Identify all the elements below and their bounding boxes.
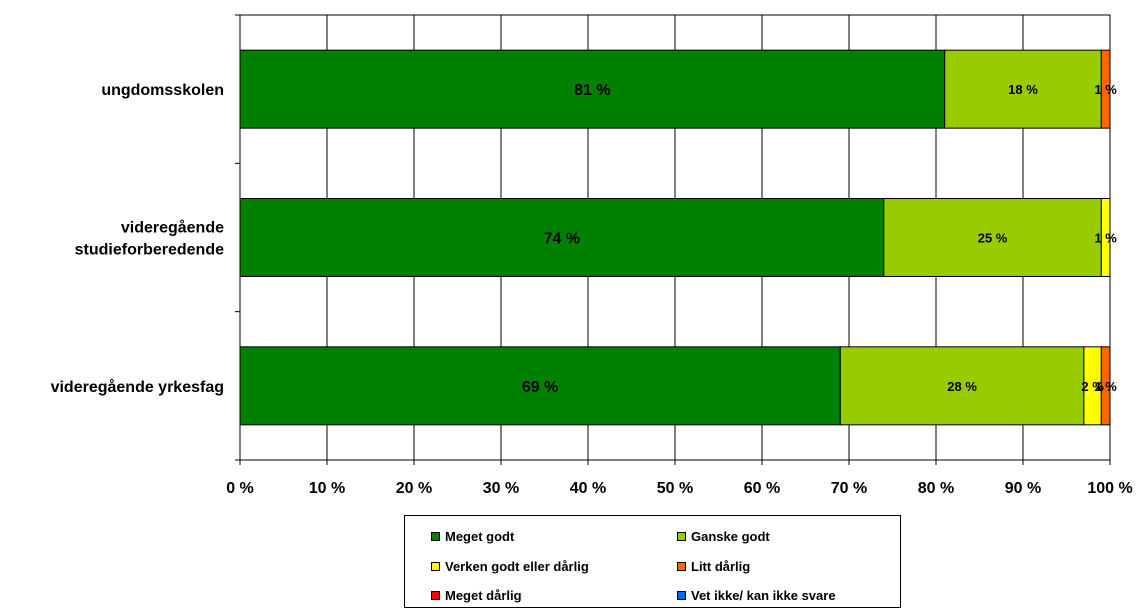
bar-segment xyxy=(1100,346,1111,426)
legend-swatch xyxy=(431,562,440,571)
x-tick-label: 30 % xyxy=(483,480,519,497)
legend-item: Vet ikke/ kan ikke svare xyxy=(677,588,836,603)
legend-swatch xyxy=(677,591,686,600)
category-label: videregående xyxy=(121,219,224,237)
data-label: 74 % xyxy=(544,231,580,248)
data-label: 1 % xyxy=(1094,379,1117,394)
x-tick-label: 60 % xyxy=(744,480,780,497)
x-tick-label: 20 % xyxy=(396,480,432,497)
data-label: 69 % xyxy=(522,379,558,396)
legend-label: Verken godt eller dårlig xyxy=(445,559,589,574)
data-label: 81 % xyxy=(574,82,610,99)
legend-item: Meget dårlig xyxy=(431,588,522,603)
legend-item: Verken godt eller dårlig xyxy=(431,559,589,574)
data-label: 18 % xyxy=(1008,82,1038,97)
x-tick-label: 100 % xyxy=(1087,480,1132,497)
x-tick-label: 40 % xyxy=(570,480,606,497)
legend-swatch xyxy=(677,562,686,571)
legend: Meget godt Ganske godt Verken godt eller… xyxy=(404,515,901,608)
category-label: ungdomsskolen xyxy=(101,82,224,99)
legend-item: Litt dårlig xyxy=(677,559,750,574)
x-tick-label: 50 % xyxy=(657,480,693,497)
data-label: 25 % xyxy=(978,231,1008,246)
bar-segment xyxy=(839,346,1085,426)
x-tick-label: 80 % xyxy=(918,480,954,497)
x-tick-label: 0 % xyxy=(226,480,254,497)
bar-segment xyxy=(944,49,1102,129)
bar-segment xyxy=(239,49,946,129)
data-label: 2 % xyxy=(1081,379,1104,394)
bar-segment xyxy=(239,198,885,277)
data-label: 1 % xyxy=(1094,82,1117,97)
legend-item: Meget godt xyxy=(431,529,514,544)
bar-segment xyxy=(239,346,841,426)
labels: 81 % 18 % 1 % ungdomsskolen 74 % 25 % 1 % vider… xyxy=(51,82,1133,497)
x-tick-label: 70 % xyxy=(831,480,867,497)
legend-item: Ganske godt xyxy=(677,529,770,544)
legend-swatch xyxy=(431,591,440,600)
legend-label: Litt dårlig xyxy=(691,559,751,574)
legend-swatch xyxy=(677,532,686,541)
bar-segment xyxy=(1100,49,1111,129)
x-tick-label: 10 % xyxy=(309,480,345,497)
bar-segment xyxy=(883,198,1102,277)
legend-label: Ganske godt xyxy=(691,529,770,544)
data-label: 1 % xyxy=(1094,231,1117,246)
legend-label: Meget godt xyxy=(445,529,515,544)
category-label: studieforberedende xyxy=(75,242,224,259)
category-label: videregående yrkesfag xyxy=(51,378,224,396)
bar-segment xyxy=(1100,198,1111,277)
legend-label: Meget dårlig xyxy=(445,588,522,603)
axes xyxy=(235,14,1111,465)
legend-label: Vet ikke/ kan ikke svare xyxy=(691,588,836,603)
bars xyxy=(239,49,1111,426)
x-tick-label: 90 % xyxy=(1005,480,1041,497)
data-label: 28 % xyxy=(947,379,977,394)
stacked-bar-chart: 81 % 18 % 1 % ungdomsskolen 74 % 25 % 1 % vider… xyxy=(51,14,1133,497)
legend-swatch xyxy=(431,532,440,541)
